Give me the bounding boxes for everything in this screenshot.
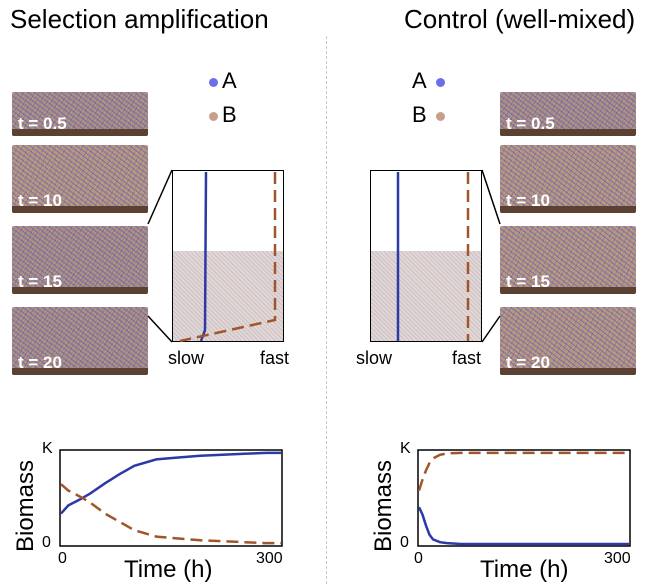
snapshot-label: t = 0.5 <box>18 114 67 133</box>
substrate <box>500 368 636 375</box>
series-line-a-right <box>417 506 629 546</box>
legend-dot-b <box>209 112 218 121</box>
x-tick-300-right: 300 <box>604 550 631 567</box>
series-line-b-right <box>417 451 629 491</box>
legend-label-a: A <box>222 68 237 93</box>
legend-label-b: B <box>222 102 237 127</box>
snapshot-label: t = 10 <box>506 191 550 210</box>
speed-label-slow-left: slow <box>168 348 205 368</box>
y-axis-label-left: Biomass <box>12 459 39 552</box>
snapshot-left-t20: t = 20 <box>12 307 148 375</box>
y-tick-k-left: K <box>42 440 53 457</box>
zoom-connector <box>481 315 501 343</box>
series-line-a-left <box>60 451 281 515</box>
substrate <box>500 206 636 213</box>
snapshot-label: t = 0.5 <box>506 114 555 133</box>
biofilm-zoom <box>371 251 481 341</box>
zoom-panel-right <box>370 170 482 342</box>
speed-label-fast-left: fast <box>260 348 290 368</box>
snapshot-label: t = 20 <box>18 353 62 372</box>
snapshot-label: t = 20 <box>506 353 550 372</box>
substrate <box>12 287 148 294</box>
legend-dot-a <box>209 78 218 87</box>
snapshot-label: t = 15 <box>506 272 550 291</box>
legend-label-b-right: B <box>412 102 427 127</box>
snapshot-right-t15: t = 15 <box>500 226 636 294</box>
substrate <box>12 129 148 136</box>
chart-frame-left <box>59 449 283 547</box>
snapshot-label: t = 10 <box>18 191 62 210</box>
y-tick-0-left: 0 <box>42 534 51 551</box>
snapshot-right-t10: t = 10 <box>500 145 636 213</box>
chart-frame-right <box>417 449 631 547</box>
zoom-connector <box>147 169 173 225</box>
legend-dot-a-right <box>436 78 445 87</box>
snapshot-label: t = 15 <box>18 272 62 291</box>
title-control: Control (well-mixed) <box>404 4 636 34</box>
zoom-panel-left <box>172 170 284 342</box>
snapshot-left-t15: t = 15 <box>12 226 148 294</box>
x-tick-0-right: 0 <box>414 550 423 567</box>
y-tick-0-right: 0 <box>400 534 409 551</box>
growth-line-b-left <box>179 172 277 343</box>
y-tick-k-right: K <box>400 440 411 457</box>
substrate <box>500 129 636 136</box>
growth-line-a-left <box>199 171 208 342</box>
zoom-connector <box>481 169 501 225</box>
x-tick-300-left: 300 <box>256 550 283 567</box>
substrate <box>12 368 148 375</box>
legend-label-a-right: A <box>412 68 427 93</box>
substrate <box>500 287 636 294</box>
substrate <box>12 206 148 213</box>
legend-dot-b-right <box>436 112 445 121</box>
speed-label-fast-right: fast <box>452 348 482 368</box>
series-line-b-left <box>60 483 281 545</box>
snapshot-right-t20: t = 20 <box>500 307 636 375</box>
section-divider <box>326 36 327 584</box>
x-axis-label-right: Time (h) <box>480 556 569 583</box>
snapshot-left-t0-5: t = 0.5 <box>12 92 148 136</box>
speed-label-slow-right: slow <box>356 348 393 368</box>
x-tick-0-left: 0 <box>58 550 67 567</box>
snapshot-left-t10: t = 10 <box>12 145 148 213</box>
y-axis-label-right: Biomass <box>370 459 397 552</box>
biofilm-zoom <box>173 251 283 341</box>
zoom-connector <box>147 315 173 343</box>
title-selection-amplification: Selection amplification <box>10 4 269 34</box>
x-axis-label-left: Time (h) <box>124 556 213 583</box>
snapshot-right-t0-5: t = 0.5 <box>500 92 636 136</box>
